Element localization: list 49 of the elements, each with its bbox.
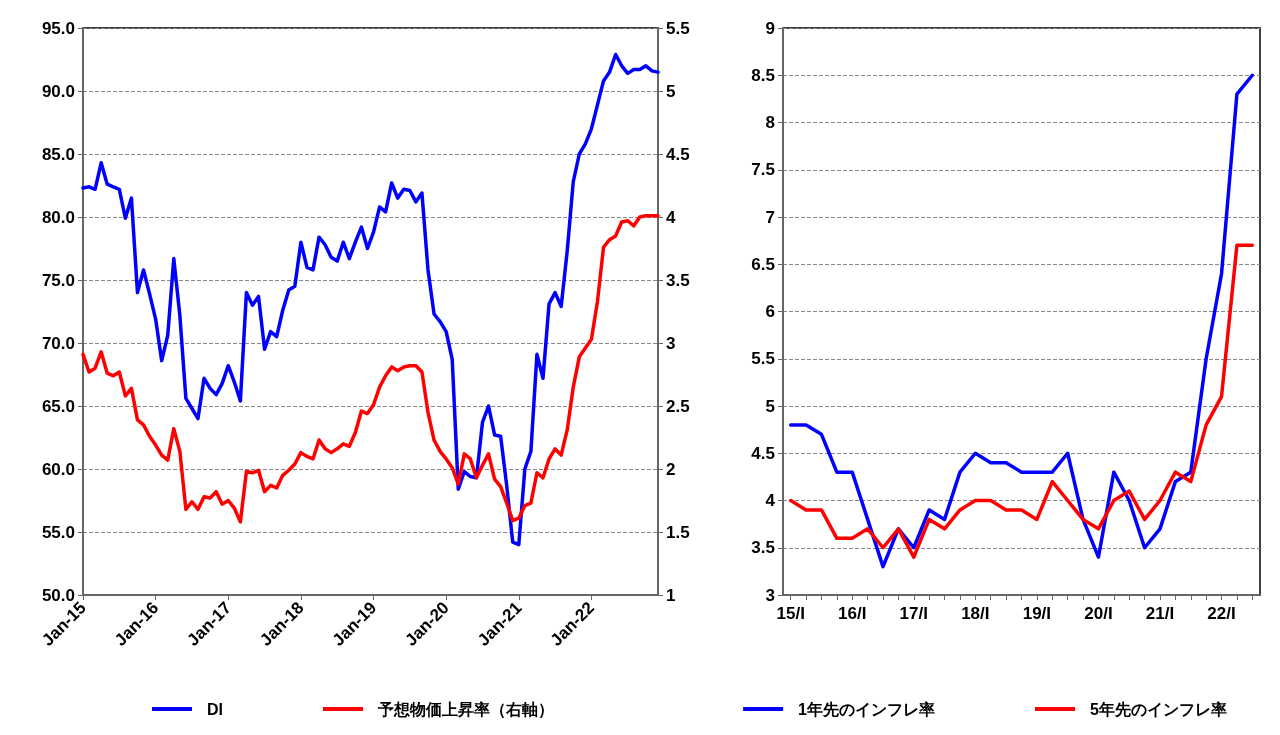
- y-tick-label: 4: [765, 491, 776, 510]
- y-tick-label: 85.0: [41, 144, 75, 164]
- y-tick-label: 5: [765, 396, 775, 416]
- y-tick-label: 50.0: [41, 585, 75, 605]
- y2-tick-label: 5: [666, 81, 676, 101]
- x-tick-label: 22/I: [1207, 604, 1236, 623]
- y-tick-label: 8: [765, 113, 775, 132]
- y2-tick-label: 2.5: [666, 396, 690, 416]
- y-tick-label: 80.0: [41, 207, 75, 227]
- y-tick-label: 6: [765, 302, 775, 321]
- y-tick-label: 5.5: [751, 349, 775, 369]
- y-tick-label: 7.5: [751, 160, 775, 180]
- y2-tick-label: 1.5: [666, 522, 690, 542]
- y2-tick-label: 1: [666, 585, 676, 605]
- x-tick-label: 16/I: [838, 604, 867, 623]
- y-tick-label: 90.0: [41, 81, 75, 101]
- legend-label: 予想物価上昇率（右軸）: [377, 699, 554, 719]
- y-tick-label: 75.0: [41, 270, 75, 290]
- x-tick-label: 20/I: [1084, 604, 1113, 623]
- legend-label: DI: [207, 700, 223, 718]
- x-tick-label: 21/I: [1145, 604, 1175, 623]
- x-tick-label: 19/I: [1022, 604, 1052, 623]
- y-tick-label: 3.5: [751, 538, 775, 558]
- line-series: [81, 213, 660, 524]
- y-tick-label: 55.0: [41, 522, 75, 542]
- y-tick-label: 7: [765, 207, 775, 227]
- y2-tick-label: 5.5: [666, 18, 690, 38]
- x-tick-label: 18/I: [961, 604, 990, 623]
- line-series: [788, 243, 1255, 559]
- y-tick-label: 3: [765, 585, 775, 605]
- y-tick-label: 65.0: [41, 396, 75, 416]
- legend-label: 1年先のインフレ率: [798, 699, 936, 718]
- y-tick-label: 9: [765, 18, 775, 38]
- line-series: [81, 52, 660, 547]
- x-tick-label: 17/I: [899, 604, 928, 623]
- x-tick-label: 15/I: [776, 604, 805, 623]
- y-tick-label: 60.0: [41, 459, 75, 479]
- legend-label: 5年先のインフレ率: [1090, 699, 1227, 718]
- line-series: [788, 73, 1255, 569]
- y-tick-label: 6.5: [751, 254, 775, 274]
- y-tick-label: 4.5: [751, 443, 775, 463]
- y2-tick-label: 3: [666, 333, 676, 353]
- y2-tick-label: 4: [666, 207, 676, 227]
- y2-tick-label: 4.5: [666, 144, 690, 164]
- y-tick-label: 70.0: [41, 333, 75, 353]
- y2-tick-label: 3.5: [666, 270, 690, 290]
- y-tick-label: 8.5: [751, 65, 775, 85]
- y2-tick-label: 2: [666, 459, 676, 479]
- y-tick-label: 95.0: [41, 18, 75, 38]
